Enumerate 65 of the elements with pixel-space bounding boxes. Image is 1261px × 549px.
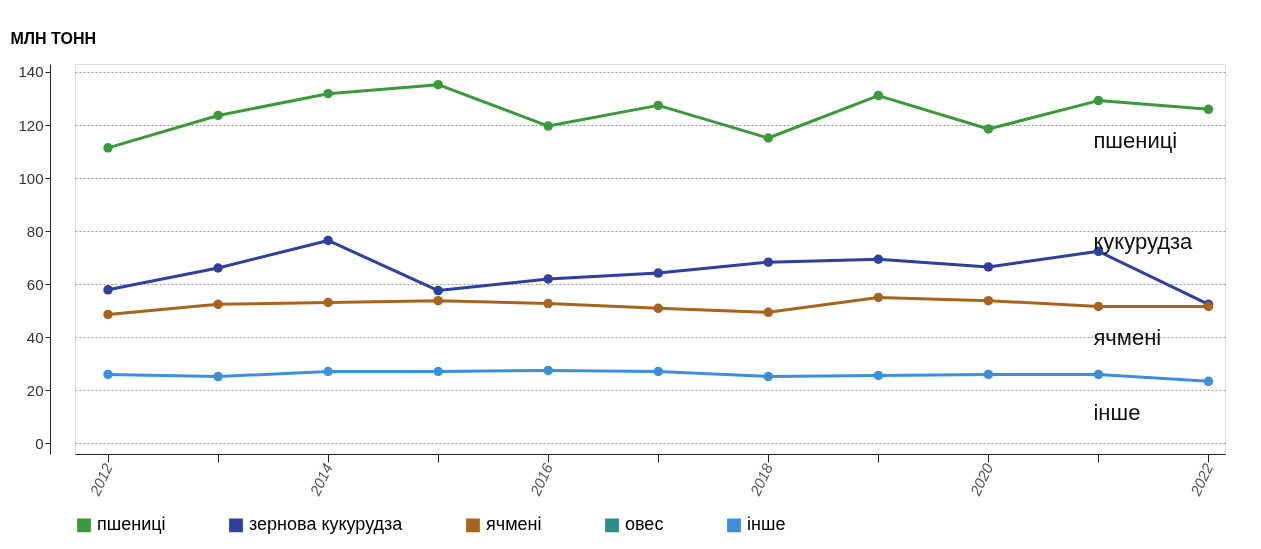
point bbox=[983, 124, 994, 134]
point bbox=[1093, 95, 1104, 106]
point bbox=[103, 309, 113, 320]
point bbox=[1093, 301, 1104, 312]
legend-label: овес bbox=[625, 514, 664, 535]
point bbox=[323, 366, 333, 377]
point bbox=[1093, 369, 1104, 380]
point bbox=[543, 365, 553, 376]
legend-label: пшениці bbox=[97, 514, 166, 535]
point bbox=[873, 370, 884, 381]
y-tick-label: 140 bbox=[18, 63, 44, 81]
annotation: інше bbox=[1093, 400, 1141, 426]
x-tick-label: 2014 bbox=[305, 460, 336, 500]
point bbox=[653, 268, 663, 278]
point bbox=[433, 285, 443, 296]
point bbox=[983, 369, 994, 380]
x-tick-label: 2016 bbox=[526, 460, 557, 500]
legend-label: інше bbox=[747, 514, 786, 535]
point bbox=[873, 254, 884, 264]
point bbox=[873, 292, 884, 303]
x-tick-label: 2022 bbox=[1186, 460, 1217, 500]
point bbox=[653, 303, 663, 314]
annotation: ячмені bbox=[1093, 325, 1162, 351]
point bbox=[653, 366, 663, 377]
legend-label: зернова кукурудза bbox=[249, 514, 404, 535]
point bbox=[213, 263, 223, 273]
point bbox=[323, 297, 333, 308]
point bbox=[763, 371, 774, 382]
y-tick-label: 120 bbox=[18, 116, 44, 134]
point bbox=[1203, 104, 1214, 115]
y-tick-label: 20 bbox=[26, 381, 44, 399]
point bbox=[213, 299, 223, 310]
point bbox=[323, 235, 333, 246]
y-tick-label: 100 bbox=[18, 169, 44, 187]
point bbox=[103, 369, 113, 380]
point bbox=[103, 285, 113, 295]
annotation: пшениці bbox=[1093, 128, 1178, 154]
point bbox=[983, 262, 994, 272]
point bbox=[763, 307, 774, 318]
x-tick-label: 2018 bbox=[746, 460, 777, 500]
point bbox=[213, 110, 223, 121]
point bbox=[983, 295, 994, 306]
y-tick-label: 80 bbox=[26, 222, 44, 240]
annotation: кукурудза bbox=[1093, 229, 1194, 255]
point bbox=[543, 274, 553, 284]
point bbox=[763, 133, 774, 143]
point bbox=[543, 121, 553, 131]
x-tick-label: 2020 bbox=[966, 460, 997, 500]
point bbox=[1203, 376, 1214, 387]
y-axis-title: МЛН ТОНН bbox=[10, 29, 96, 47]
point bbox=[433, 295, 443, 306]
y-tick-label: 0 bbox=[35, 434, 44, 452]
point bbox=[653, 100, 663, 111]
point bbox=[433, 79, 443, 90]
point bbox=[543, 298, 553, 309]
y-tick-label: 40 bbox=[26, 328, 44, 346]
x-tick-label: 2012 bbox=[85, 460, 117, 500]
point bbox=[323, 88, 333, 99]
y-tick-label: 60 bbox=[26, 275, 44, 293]
point bbox=[103, 143, 113, 153]
point bbox=[213, 371, 223, 382]
legend-label: ячмені bbox=[486, 514, 542, 535]
point bbox=[873, 90, 884, 101]
point bbox=[763, 257, 774, 267]
point bbox=[433, 366, 443, 377]
